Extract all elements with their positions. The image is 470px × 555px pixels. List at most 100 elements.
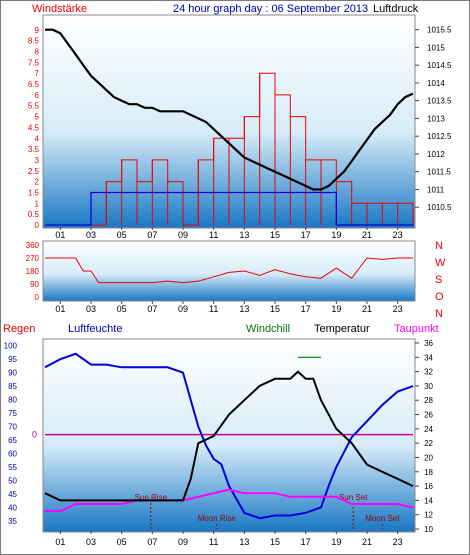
temperature-y-tick-label: 12 [424, 511, 433, 520]
humidity-y-tick-label: 40 [8, 503, 17, 512]
wind-y-tick-label: 7.5 [28, 58, 40, 67]
panel3-x-tick-label: 17 [301, 537, 311, 547]
panel1-x-tick-label: 23 [393, 230, 403, 240]
humidity-y-tick-label: 80 [8, 396, 17, 405]
wind-direction-panel [42, 240, 416, 302]
panel2-x-tick-label: 19 [331, 304, 341, 314]
panel2-x-tick-label: 01 [55, 304, 65, 314]
panel1-x-tick-label: 09 [178, 230, 188, 240]
temperature-y-tick-label: 30 [424, 382, 433, 391]
panel2-x-tick-label: 17 [301, 304, 311, 314]
panel3-x-tick-label: 21 [362, 537, 372, 547]
wind-y-tick-label: 5.5 [28, 102, 40, 111]
pressure-y-tick-label: 1010.5 [427, 203, 452, 212]
panel1-x-tick-label: 03 [86, 230, 96, 240]
compass-letter: O [435, 291, 444, 303]
direction-y-tick-label: 90 [30, 280, 39, 289]
dewpoint-series [45, 488, 414, 513]
panel2-x-tick-label: 15 [270, 304, 280, 314]
wind-y-tick-label: 2.5 [28, 167, 40, 176]
event-label: Sun Set [339, 493, 368, 502]
panel2-x-tick-label: 03 [86, 304, 96, 314]
wind-y-tick-label: 0.5 [28, 210, 40, 219]
panel3-x-tick-label: 15 [270, 537, 280, 547]
humidity-y-tick-label: 70 [8, 423, 17, 432]
panel3-x-tick-label: 23 [393, 537, 403, 547]
temperature-series [44, 370, 414, 502]
panel1-x-tick-label: 07 [147, 230, 157, 240]
humidity-y-tick-label: 75 [8, 409, 17, 418]
panel1-x-tick-label: 11 [209, 230, 218, 240]
panel3-x-tick-label: 01 [55, 537, 65, 547]
panel1-x-tick-label: 19 [331, 230, 341, 240]
panel3-x-tick-label: 13 [239, 537, 249, 547]
page-title: 24 hour graph day : 06 September 2013 [173, 3, 368, 15]
pressure-y-tick-label: 1012 [427, 150, 445, 159]
pressure-y-tick-label: 1015 [427, 43, 445, 52]
chart-marks-layer: 00.511.522.533.544.555.566.577.588.59101… [4, 26, 452, 547]
panel3-x-tick-label: 09 [178, 537, 188, 547]
humidity-y-tick-label: 45 [8, 490, 17, 499]
panel2-x-tick-label: 21 [362, 304, 372, 314]
panel2-x-tick-label: 05 [117, 304, 127, 314]
wind-y-tick-label: 6 [35, 91, 40, 100]
wind-y-tick-label: 8 [35, 48, 40, 57]
rain-label: Regen [3, 323, 35, 335]
panel1-x-tick-label: 05 [117, 230, 127, 240]
wind-y-tick-label: 8.5 [28, 37, 40, 46]
direction-y-tick-label: 0 [35, 293, 40, 302]
wind-y-tick-label: 6.5 [28, 80, 40, 89]
temperature-y-tick-label: 16 [424, 482, 433, 491]
humidity-y-tick-label: 100 [4, 342, 18, 351]
panel2-x-tick-label: 11 [209, 304, 218, 314]
wind-axis-title: Windstärke [32, 3, 87, 15]
pressure-y-tick-label: 1013 [427, 114, 445, 123]
pressure-y-tick-label: 1013.5 [427, 97, 452, 106]
pressure-y-tick-label: 1014 [427, 79, 445, 88]
panel1-x-tick-label: 17 [301, 230, 311, 240]
humidity-y-tick-label: 55 [8, 463, 17, 472]
wind-y-tick-label: 4 [35, 134, 40, 143]
panel1-x-tick-label: 13 [239, 230, 249, 240]
wind-y-tick-label: 1.5 [28, 188, 40, 197]
gust-series [45, 191, 413, 226]
humidity-y-tick-label: 60 [8, 450, 17, 459]
rain-zero-label: 0 [32, 430, 37, 440]
wind-y-tick-label: 9 [35, 26, 40, 35]
temperature-y-tick-label: 14 [424, 496, 433, 505]
compass-letter: N [435, 308, 443, 320]
temperature-y-tick-label: 34 [424, 353, 433, 362]
wind-y-tick-label: 3.5 [28, 145, 40, 154]
humidity-y-tick-label: 35 [8, 517, 17, 526]
temperature-y-tick-label: 26 [424, 411, 433, 420]
pressure-y-tick-label: 1011 [427, 185, 445, 194]
panel3-x-tick-label: 05 [117, 537, 127, 547]
humidity-y-tick-label: 65 [8, 436, 17, 445]
temperature-y-tick-label: 22 [424, 439, 433, 448]
humidity-y-tick-label: 85 [8, 382, 17, 391]
wind-y-tick-label: 4.5 [28, 123, 40, 132]
compass-letter: S [435, 274, 442, 286]
temperature-y-tick-label: 28 [424, 396, 433, 405]
wind-y-tick-label: 1 [35, 199, 40, 208]
pressure-axis-title: Luftdruck [373, 3, 419, 15]
wind-y-tick-label: 3 [35, 156, 40, 165]
humidity-y-tick-label: 95 [8, 355, 17, 364]
panel1-x-tick-label: 01 [55, 230, 65, 240]
humidity-label: Luftfeuchte [68, 323, 122, 335]
wind-y-tick-label: 2 [35, 178, 40, 187]
pressure-y-tick-label: 1015.5 [427, 26, 452, 35]
humidity-y-tick-label: 50 [8, 476, 17, 485]
dewpoint-label: Taupunkt [394, 323, 439, 335]
panel3-x-tick-label: 19 [331, 537, 341, 547]
humidity-y-tick-label: 90 [8, 369, 17, 378]
temperature-y-tick-label: 18 [424, 468, 433, 477]
wind-direction-series [45, 257, 413, 284]
pressure-y-tick-label: 1012.5 [427, 132, 452, 141]
temperature-y-tick-label: 36 [424, 339, 433, 348]
wind-y-tick-label: 0 [35, 221, 40, 230]
direction-y-tick-label: 180 [26, 267, 40, 276]
panel3-x-tick-label: 11 [209, 537, 218, 547]
pressure-y-tick-label: 1011.5 [427, 168, 451, 177]
